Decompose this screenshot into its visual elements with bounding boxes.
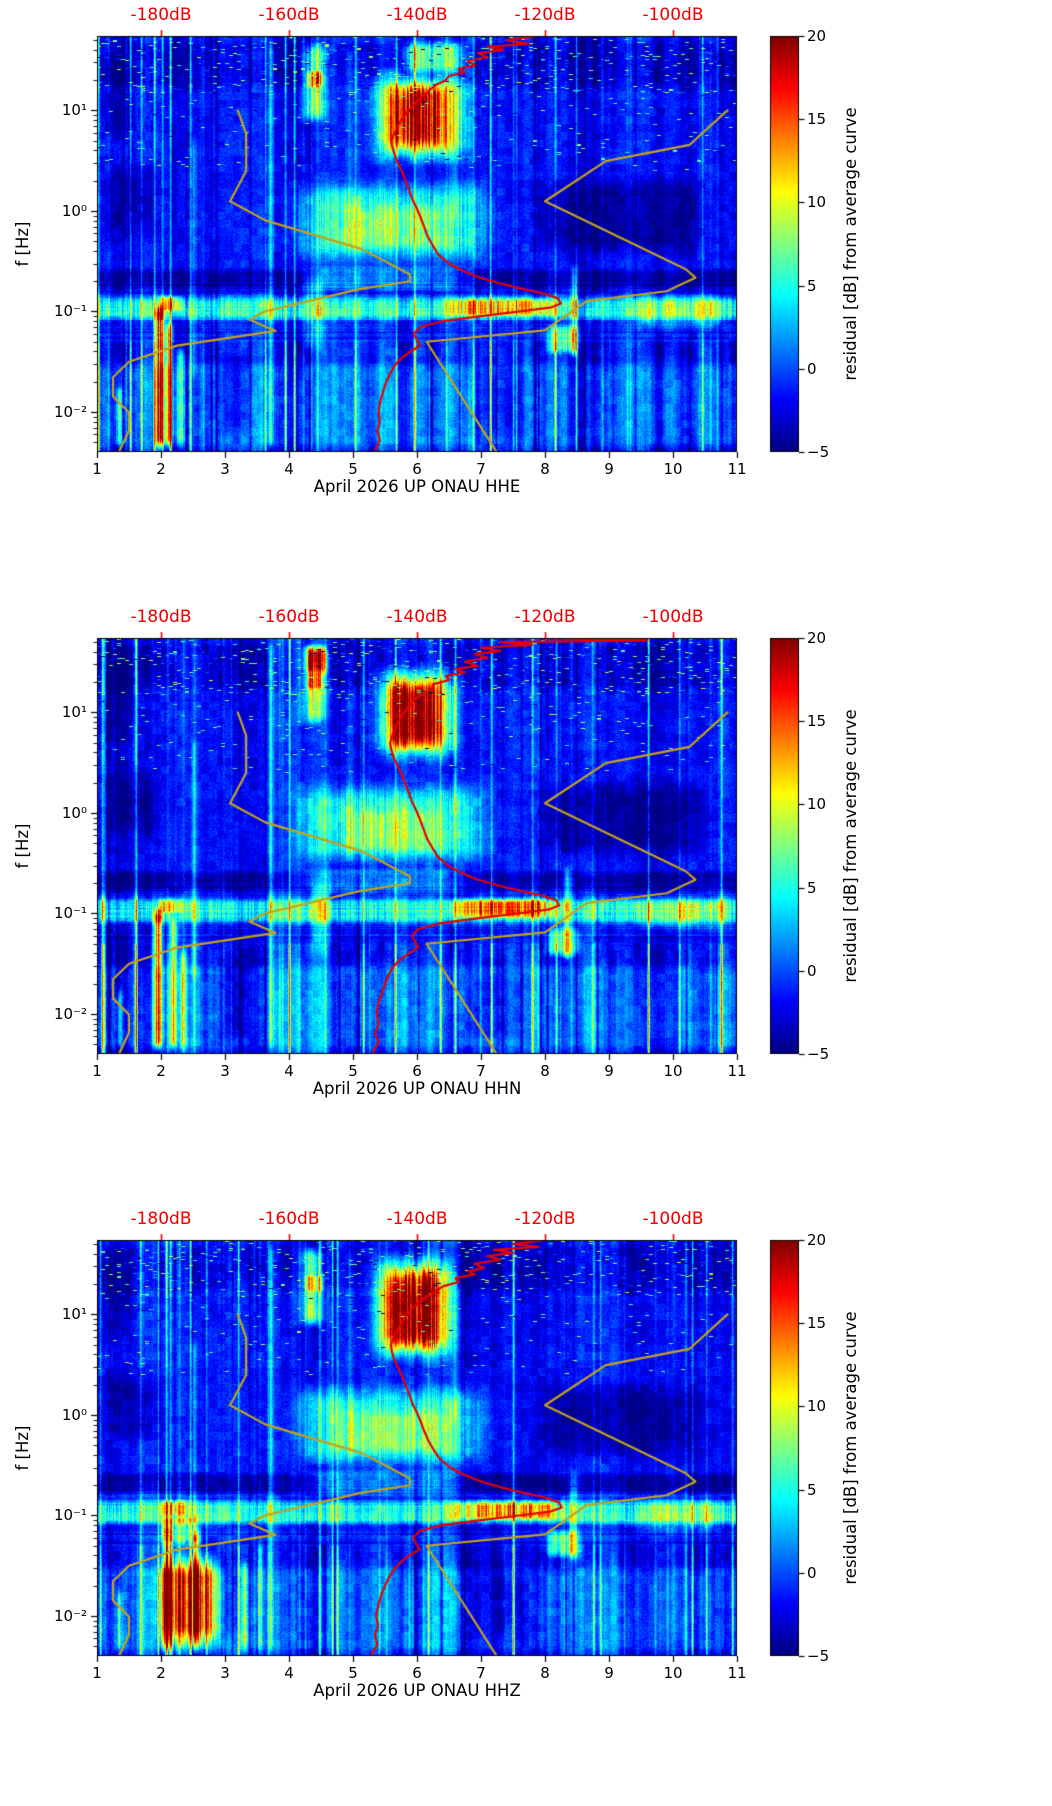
spectrogram-canvas-hhe — [0, 0, 1052, 602]
spectrogram-canvas-hhz — [0, 1204, 1052, 1806]
y-tick-label: 10⁻¹ — [53, 904, 87, 923]
top-db-tick-label: -180dB — [130, 1209, 192, 1229]
x-tick-label: 4 — [284, 1062, 294, 1080]
y-axis-label: f [Hz] — [13, 823, 32, 869]
top-db-tick-label: -100dB — [642, 5, 704, 25]
y-tick-label: 10⁰ — [61, 1405, 87, 1424]
top-db-tick-label: -140dB — [386, 607, 448, 627]
colorbar-tick-label: 20 — [807, 1231, 827, 1249]
x-axis-title: April 2026 UP ONAU HHN — [312, 1079, 522, 1098]
top-db-tick-label: -120dB — [514, 1209, 576, 1229]
x-tick-label: 9 — [604, 460, 614, 478]
x-tick-label: 2 — [156, 1664, 166, 1682]
colorbar-tick-label: 15 — [807, 1314, 827, 1333]
colorbar-tick-label: −5 — [807, 443, 830, 461]
x-tick-label: 7 — [476, 460, 486, 478]
top-db-tick-label: -160dB — [258, 607, 320, 627]
y-tick-label: 10¹ — [61, 703, 87, 722]
top-db-tick-label: -120dB — [514, 607, 576, 627]
top-db-tick-label: -140dB — [386, 1209, 448, 1229]
x-tick-label: 1 — [92, 1062, 102, 1080]
panel-hhe: f [Hz] April 2026 UP ONAU HHE residual [… — [0, 0, 1052, 602]
x-tick-label: 11 — [727, 1664, 747, 1682]
y-tick-label: 10⁻² — [53, 1004, 87, 1023]
y-tick-label: 10⁰ — [61, 201, 87, 220]
top-db-tick-label: -160dB — [258, 5, 320, 25]
x-tick-label: 5 — [348, 1664, 358, 1682]
x-tick-label: 6 — [412, 460, 422, 478]
panel-hhn: f [Hz] April 2026 UP ONAU HHN residual [… — [0, 602, 1052, 1204]
x-tick-label: 11 — [727, 1062, 747, 1080]
x-tick-label: 5 — [348, 1062, 358, 1080]
x-tick-label: 10 — [663, 1062, 683, 1080]
colorbar-tick-label: −5 — [807, 1045, 830, 1063]
x-tick-label: 10 — [663, 1664, 683, 1682]
y-tick-label: 10⁻¹ — [53, 302, 87, 321]
panel-hhz: f [Hz] April 2026 UP ONAU HHZ residual [… — [0, 1204, 1052, 1806]
top-db-tick-label: -180dB — [130, 5, 192, 25]
y-tick-label: 10¹ — [61, 1305, 87, 1324]
y-axis-label: f [Hz] — [13, 1425, 32, 1471]
colorbar-tick-label: 5 — [807, 878, 817, 897]
x-tick-label: 8 — [540, 1664, 550, 1682]
x-tick-label: 8 — [540, 460, 550, 478]
x-tick-label: 10 — [663, 460, 683, 478]
x-tick-label: 9 — [604, 1664, 614, 1682]
spectrogram-canvas-hhn — [0, 602, 1052, 1204]
colorbar-tick-label: 5 — [807, 276, 817, 295]
colorbar-tick-label: 0 — [807, 961, 817, 980]
colorbar-tick-label: 15 — [807, 110, 827, 129]
colorbar-label: residual [dB] from average curve — [841, 709, 860, 983]
colorbar-tick-label: −5 — [807, 1647, 830, 1665]
colorbar-tick-label: 20 — [807, 629, 827, 647]
x-tick-label: 2 — [156, 1062, 166, 1080]
top-db-tick-label: -100dB — [642, 1209, 704, 1229]
colorbar-tick-label: 10 — [807, 193, 827, 212]
x-tick-label: 3 — [220, 460, 230, 478]
y-tick-label: 10⁰ — [61, 803, 87, 822]
top-db-tick-label: -160dB — [258, 1209, 320, 1229]
x-tick-label: 6 — [412, 1062, 422, 1080]
x-tick-label: 4 — [284, 1664, 294, 1682]
y-tick-label: 10⁻² — [53, 402, 87, 421]
x-tick-label: 6 — [412, 1664, 422, 1682]
x-tick-label: 3 — [220, 1664, 230, 1682]
y-tick-label: 10¹ — [61, 101, 87, 120]
y-tick-label: 10⁻¹ — [53, 1506, 87, 1525]
y-axis-label: f [Hz] — [13, 221, 32, 267]
colorbar-tick-label: 10 — [807, 1397, 827, 1416]
top-db-tick-label: -100dB — [642, 607, 704, 627]
x-tick-label: 1 — [92, 1664, 102, 1682]
x-tick-label: 7 — [476, 1664, 486, 1682]
x-tick-label: 1 — [92, 460, 102, 478]
x-axis-title: April 2026 UP ONAU HHE — [313, 477, 521, 496]
colorbar-tick-label: 10 — [807, 795, 827, 814]
top-db-tick-label: -180dB — [130, 607, 192, 627]
top-db-tick-label: -140dB — [386, 5, 448, 25]
y-tick-label: 10⁻² — [53, 1606, 87, 1625]
x-tick-label: 8 — [540, 1062, 550, 1080]
x-axis-title: April 2026 UP ONAU HHZ — [313, 1681, 521, 1700]
colorbar-label: residual [dB] from average curve — [841, 1311, 860, 1585]
colorbar-label: residual [dB] from average curve — [841, 107, 860, 381]
x-tick-label: 9 — [604, 1062, 614, 1080]
colorbar-tick-label: 5 — [807, 1480, 817, 1499]
top-db-tick-label: -120dB — [514, 5, 576, 25]
colorbar-tick-label: 15 — [807, 712, 827, 731]
x-tick-label: 2 — [156, 460, 166, 478]
colorbar-tick-label: 0 — [807, 359, 817, 378]
x-tick-label: 5 — [348, 460, 358, 478]
x-tick-label: 3 — [220, 1062, 230, 1080]
x-tick-label: 4 — [284, 460, 294, 478]
x-tick-label: 11 — [727, 460, 747, 478]
x-tick-label: 7 — [476, 1062, 486, 1080]
colorbar-tick-label: 0 — [807, 1563, 817, 1582]
colorbar-tick-label: 20 — [807, 27, 827, 45]
